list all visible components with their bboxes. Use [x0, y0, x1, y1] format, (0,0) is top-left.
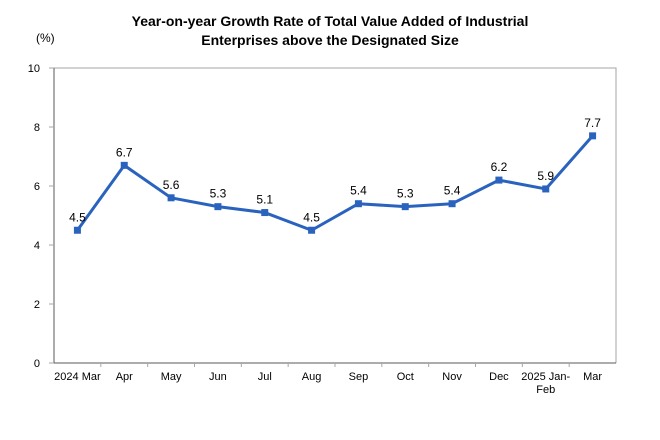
series-line [75, 134, 595, 232]
data-point-marker [120, 161, 128, 169]
x-axis-label: Mar [583, 371, 602, 383]
data-point-marker [261, 209, 269, 217]
data-point-label: 5.1 [256, 193, 273, 207]
y-tick-label: 8 [34, 122, 40, 134]
plot-border [54, 67, 617, 363]
data-point-label: 6.7 [116, 145, 133, 159]
y-tick-label: 2 [34, 299, 40, 311]
data-point-label: 5.4 [444, 184, 461, 198]
y-axis-unit-label: (%) [36, 31, 55, 45]
x-axis-label: Jul [258, 371, 272, 383]
data-point-label: 7.7 [584, 116, 601, 130]
data-point-marker [589, 132, 597, 140]
y-tick-label: 0 [34, 358, 40, 370]
x-axis-label: Sep [349, 371, 369, 383]
y-tick-label: 4 [34, 240, 40, 252]
data-point-marker [401, 203, 409, 211]
data-point-marker [308, 226, 316, 234]
chart-title: Year-on-year Growth Rate of Total Value … [0, 12, 660, 50]
data-point-marker [354, 200, 362, 208]
data-point-marker [448, 200, 456, 208]
data-point-marker [73, 226, 81, 234]
data-point-marker [214, 203, 222, 211]
x-axis-label: Dec [489, 371, 509, 383]
data-point-marker [167, 194, 175, 202]
x-axis-label: Oct [397, 371, 414, 383]
x-axis-label: 2024 Mar [54, 371, 101, 383]
data-point-marker [542, 185, 550, 193]
x-axis-label: May [161, 371, 182, 383]
data-point-label: 5.6 [163, 178, 180, 192]
data-point-label: 5.3 [210, 187, 227, 201]
chart-title-line-2: Enterprises above the Designated Size [201, 32, 459, 48]
data-point-marker [495, 176, 503, 184]
y-tick-label: 6 [34, 181, 40, 193]
data-point-label: 5.3 [397, 187, 414, 201]
x-axis-label: Apr [116, 371, 133, 383]
data-point-label: 6.2 [491, 160, 508, 174]
x-axis-label: Nov [442, 371, 462, 383]
data-point-label: 4.5 [69, 210, 86, 224]
data-point-label: 5.4 [350, 184, 367, 198]
y-tick-label: 10 [28, 63, 40, 75]
data-point-label: 4.5 [303, 210, 320, 224]
x-axis-label: 2025 Jan-Feb [521, 371, 570, 396]
x-axis-label: Jun [209, 371, 227, 383]
data-point-label: 5.9 [537, 169, 554, 183]
x-axis-label: Aug [302, 371, 322, 383]
chart-title-line-1: Year-on-year Growth Rate of Total Value … [131, 13, 529, 29]
